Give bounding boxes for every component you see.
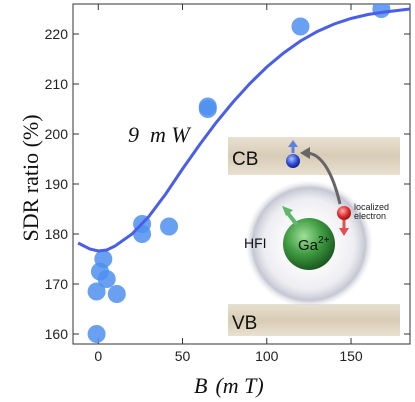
y-tick-label: 170 xyxy=(45,276,69,292)
x-axis-unit: (m T) xyxy=(215,373,263,398)
x-axis-title: B (m T) xyxy=(194,373,264,398)
data-point xyxy=(372,4,391,18)
hop-arrowhead xyxy=(300,147,310,159)
y-tick-label: 160 xyxy=(45,326,69,342)
y-tick-label: 220 xyxy=(45,26,69,42)
power-annotation: 9 m W xyxy=(128,122,191,147)
y-axis-title: SDR ratio (%) xyxy=(18,114,43,241)
data-point xyxy=(87,325,106,343)
fit-curve xyxy=(77,7,410,253)
x-tick-label: 50 xyxy=(175,348,191,364)
vb-band xyxy=(228,304,400,336)
y-tick-label: 200 xyxy=(45,126,69,142)
y-tick-label: 210 xyxy=(45,76,69,92)
ga-ion xyxy=(283,218,335,270)
data-point xyxy=(97,270,116,288)
vb-label: VB xyxy=(232,313,257,334)
y-axis-ticks: 160 170 180 190 200 210 220 xyxy=(45,26,410,342)
band-diagram-inset: CB VB Ga2+ HFI localized electron xyxy=(228,137,400,336)
localized-label-line2: electron xyxy=(354,211,386,221)
data-point xyxy=(160,217,179,236)
x-tick-label: 150 xyxy=(339,348,363,364)
plot-frame xyxy=(72,3,411,345)
localized-spin-arrowhead xyxy=(339,228,349,236)
localized-label-line1: localized xyxy=(354,202,389,212)
y-tick-label: 180 xyxy=(45,226,69,242)
cb-label: CB xyxy=(232,149,258,170)
data-point xyxy=(87,282,106,301)
x-axis-symbol: B xyxy=(194,373,207,398)
conduction-electron xyxy=(286,154,300,168)
ga-ion-label: Ga2+ xyxy=(298,235,330,254)
data-point xyxy=(94,250,113,268)
x-tick-label: 0 xyxy=(94,348,102,364)
data-point xyxy=(198,97,217,116)
x-axis-ticks: 0 50 100 150 xyxy=(94,4,363,364)
localized-electron xyxy=(337,206,351,220)
data-point xyxy=(107,285,126,303)
conduction-spin-arrowhead xyxy=(288,140,298,147)
data-point xyxy=(291,17,310,36)
y-tick-label: 190 xyxy=(45,176,69,192)
x-tick-label: 100 xyxy=(255,348,279,364)
hfi-label: HFI xyxy=(244,235,267,251)
ga-spin-arrowhead xyxy=(282,206,293,216)
ga-spin-arrow xyxy=(285,210,299,227)
